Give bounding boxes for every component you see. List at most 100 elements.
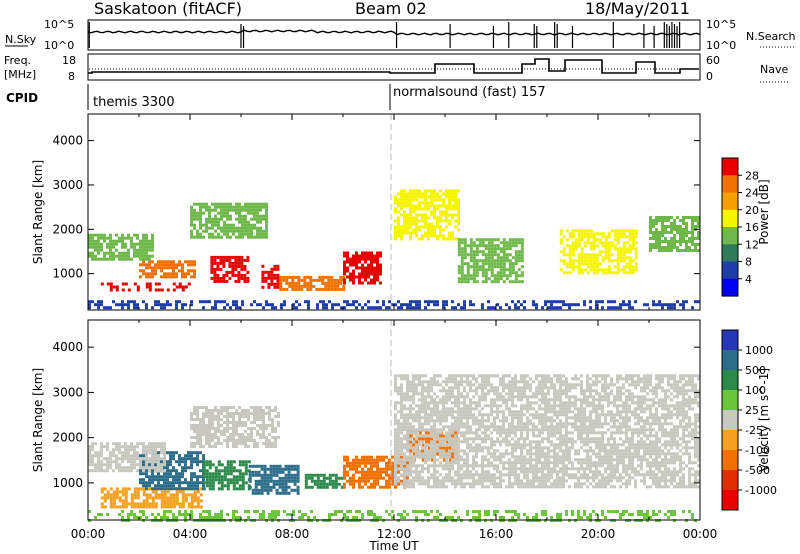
heatmap-cell bbox=[124, 499, 128, 503]
heatmap-cell bbox=[211, 487, 215, 491]
heatmap-cell bbox=[472, 395, 475, 399]
heatmap-cell bbox=[427, 449, 430, 453]
heatmap-cell bbox=[139, 251, 142, 255]
heatmap-cell bbox=[541, 374, 544, 378]
heatmap-cell bbox=[445, 413, 448, 417]
heatmap-cell bbox=[430, 395, 433, 399]
heatmap-cell bbox=[397, 306, 400, 310]
heatmap-cell bbox=[163, 505, 167, 509]
heatmap-cell bbox=[475, 428, 478, 432]
heatmap-cell bbox=[466, 437, 469, 441]
heatmap-cell bbox=[331, 479, 335, 483]
heatmap-cell bbox=[262, 421, 265, 424]
heatmap-cell bbox=[166, 496, 170, 500]
heatmap-cell bbox=[670, 246, 673, 249]
heatmap-cell bbox=[178, 502, 182, 506]
heatmap-cell bbox=[259, 226, 262, 230]
heatmap-cell bbox=[424, 192, 427, 196]
heatmap-cell bbox=[457, 449, 460, 453]
heatmap-cell bbox=[199, 300, 202, 304]
heatmap-cell bbox=[523, 446, 526, 450]
heatmap-cell bbox=[109, 251, 112, 255]
heatmap-cell bbox=[154, 442, 157, 446]
heatmap-cell bbox=[400, 303, 403, 307]
heatmap-cell bbox=[505, 277, 509, 281]
heatmap-cell bbox=[445, 237, 448, 241]
heatmap-cell bbox=[260, 491, 264, 495]
heatmap-cell bbox=[430, 192, 433, 196]
heatmap-cell bbox=[331, 485, 335, 489]
heatmap-cell bbox=[445, 216, 448, 220]
heatmap-cell bbox=[112, 242, 115, 246]
heatmap-cell bbox=[349, 272, 352, 276]
heatmap-cell bbox=[106, 442, 109, 446]
heatmap-cell bbox=[535, 303, 538, 307]
heatmap-cell bbox=[172, 454, 175, 458]
heatmap-cell bbox=[355, 461, 358, 465]
heatmap-cell bbox=[409, 225, 412, 229]
heatmap-cell bbox=[493, 262, 497, 266]
heatmap-cell bbox=[460, 464, 463, 468]
heatmap-cell bbox=[658, 237, 661, 240]
heatmap-cell bbox=[94, 442, 97, 446]
heatmap-cell bbox=[514, 410, 517, 414]
heatmap-cell bbox=[514, 386, 517, 390]
heatmap-cell bbox=[442, 210, 445, 214]
heatmap-cell bbox=[523, 389, 526, 393]
heatmap-cell bbox=[472, 407, 475, 411]
heatmap-cell bbox=[257, 470, 261, 474]
heatmap-cell bbox=[271, 442, 274, 445]
heatmap-cell bbox=[376, 464, 379, 468]
heatmap-cell bbox=[256, 303, 259, 307]
heatmap-cell bbox=[439, 452, 442, 456]
heatmap-cell bbox=[148, 239, 151, 243]
heatmap-cell bbox=[265, 205, 268, 209]
heatmap-cell bbox=[502, 374, 505, 378]
heatmap-cell bbox=[196, 229, 199, 233]
heatmap-cell bbox=[361, 281, 364, 285]
heatmap-cell bbox=[475, 389, 478, 393]
heatmap-cell bbox=[223, 421, 226, 424]
heatmap-cell bbox=[481, 446, 484, 450]
heatmap-cell bbox=[290, 488, 294, 492]
heatmap-cell bbox=[175, 275, 178, 279]
heatmap-cell bbox=[529, 383, 532, 387]
heatmap-cell bbox=[238, 478, 242, 482]
heatmap-cell bbox=[517, 440, 520, 444]
heatmap-cell bbox=[148, 257, 151, 261]
heatmap-cell bbox=[484, 434, 487, 438]
heatmap-cell bbox=[133, 460, 136, 464]
heatmap-cell bbox=[208, 445, 211, 448]
heatmap-cell bbox=[244, 463, 248, 467]
heatmap-cell bbox=[460, 449, 463, 453]
heatmap-cell bbox=[475, 404, 478, 408]
heatmap-cell bbox=[187, 493, 191, 497]
heatmap-cell bbox=[213, 270, 217, 274]
heatmap-cell bbox=[460, 479, 463, 483]
heatmap-cell bbox=[124, 466, 127, 470]
heatmap-cell bbox=[487, 464, 490, 468]
heatmap-cell bbox=[532, 407, 535, 411]
heatmap-cell bbox=[421, 216, 424, 220]
heatmap-cell bbox=[211, 445, 214, 448]
heatmap-cell bbox=[259, 208, 262, 212]
heatmap-cell bbox=[273, 282, 277, 286]
heatmap-cell bbox=[427, 303, 430, 307]
heatmap-cell bbox=[463, 277, 467, 281]
heatmap-cell bbox=[430, 428, 433, 432]
heatmap-cell bbox=[532, 467, 535, 471]
heatmap-cell bbox=[499, 479, 502, 483]
heatmap-cell bbox=[424, 440, 428, 444]
heatmap-cell bbox=[172, 266, 175, 270]
heatmap-cell bbox=[190, 505, 194, 509]
heatmap-cell bbox=[166, 502, 170, 506]
heatmap-cell bbox=[103, 493, 107, 497]
heatmap-cell bbox=[679, 240, 682, 243]
heatmap-cell bbox=[247, 223, 250, 227]
heatmap-cell bbox=[493, 428, 496, 432]
heatmap-cell bbox=[231, 267, 235, 271]
heatmap-cell bbox=[589, 229, 593, 233]
heatmap-cell bbox=[511, 470, 514, 474]
heatmap-cell bbox=[139, 478, 142, 482]
